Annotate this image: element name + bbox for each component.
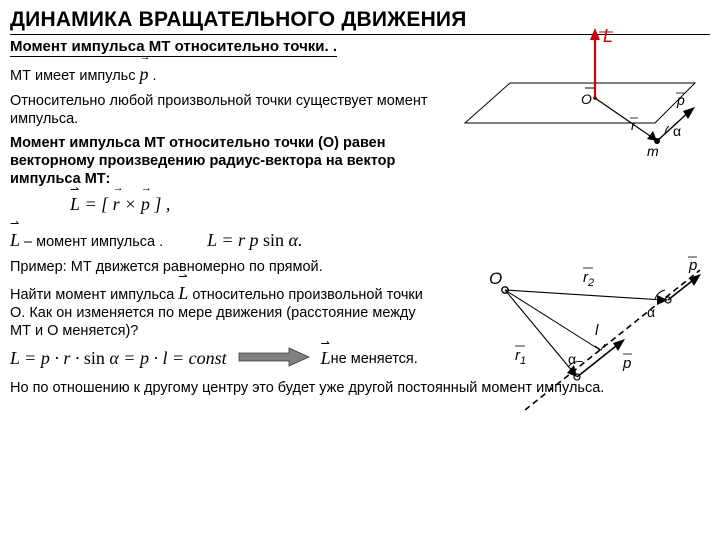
implies-arrow-icon <box>239 347 309 371</box>
definition-text: Момент импульса МТ относительно точки (О… <box>10 135 395 187</box>
fig2-alpha2: α <box>647 304 655 320</box>
figure-3d: O L r m p α <box>455 28 705 168</box>
intro-line-2: Относительно любой произвольной точки су… <box>10 92 430 128</box>
p-vector: p <box>140 63 149 86</box>
fig1-r: r <box>631 117 637 133</box>
fig2-r1: r1 <box>515 347 526 367</box>
definition: Момент импульса МТ относительно точки (О… <box>10 134 430 188</box>
fig1-O: O <box>581 91 592 107</box>
fig2-l: l <box>595 322 599 339</box>
fig1-L: L <box>603 26 613 46</box>
intro-1a: МТ имеет импульс <box>10 68 140 84</box>
fig2-p1: p <box>622 355 631 372</box>
fig2-alpha1: α <box>568 351 576 367</box>
fig2-r2: r2 <box>583 269 594 289</box>
formula-const: L = p · r · sin α = p · l = const <box>10 348 227 369</box>
fig1-p: p <box>676 92 685 108</box>
fig2-O: O <box>489 269 502 288</box>
result-text: не меняется. <box>331 351 418 367</box>
legend-text: – момент импульса . <box>24 234 163 250</box>
fig1-alpha: α <box>673 123 681 139</box>
fig2-p2: p <box>688 257 697 274</box>
formula-main: L = [ r × p ] , <box>70 194 430 215</box>
task-1a: Найти момент импульса <box>10 287 178 303</box>
sub-heading: Момент импульса МТ относительно точки. . <box>10 38 337 57</box>
legend-line: L – момент импульса . L = r p sin α. <box>10 229 430 252</box>
intro-1b: . <box>153 68 157 84</box>
task-line: Найти момент импульса L относительно про… <box>10 282 430 341</box>
intro-line-1: МТ имеет импульс p . <box>10 63 430 86</box>
fig1-m: m <box>647 143 659 159</box>
figure-trajectory: O r1 r2 l p p α α <box>465 260 705 415</box>
example-line: Пример: МТ движется равномерно по прямой… <box>10 258 430 276</box>
